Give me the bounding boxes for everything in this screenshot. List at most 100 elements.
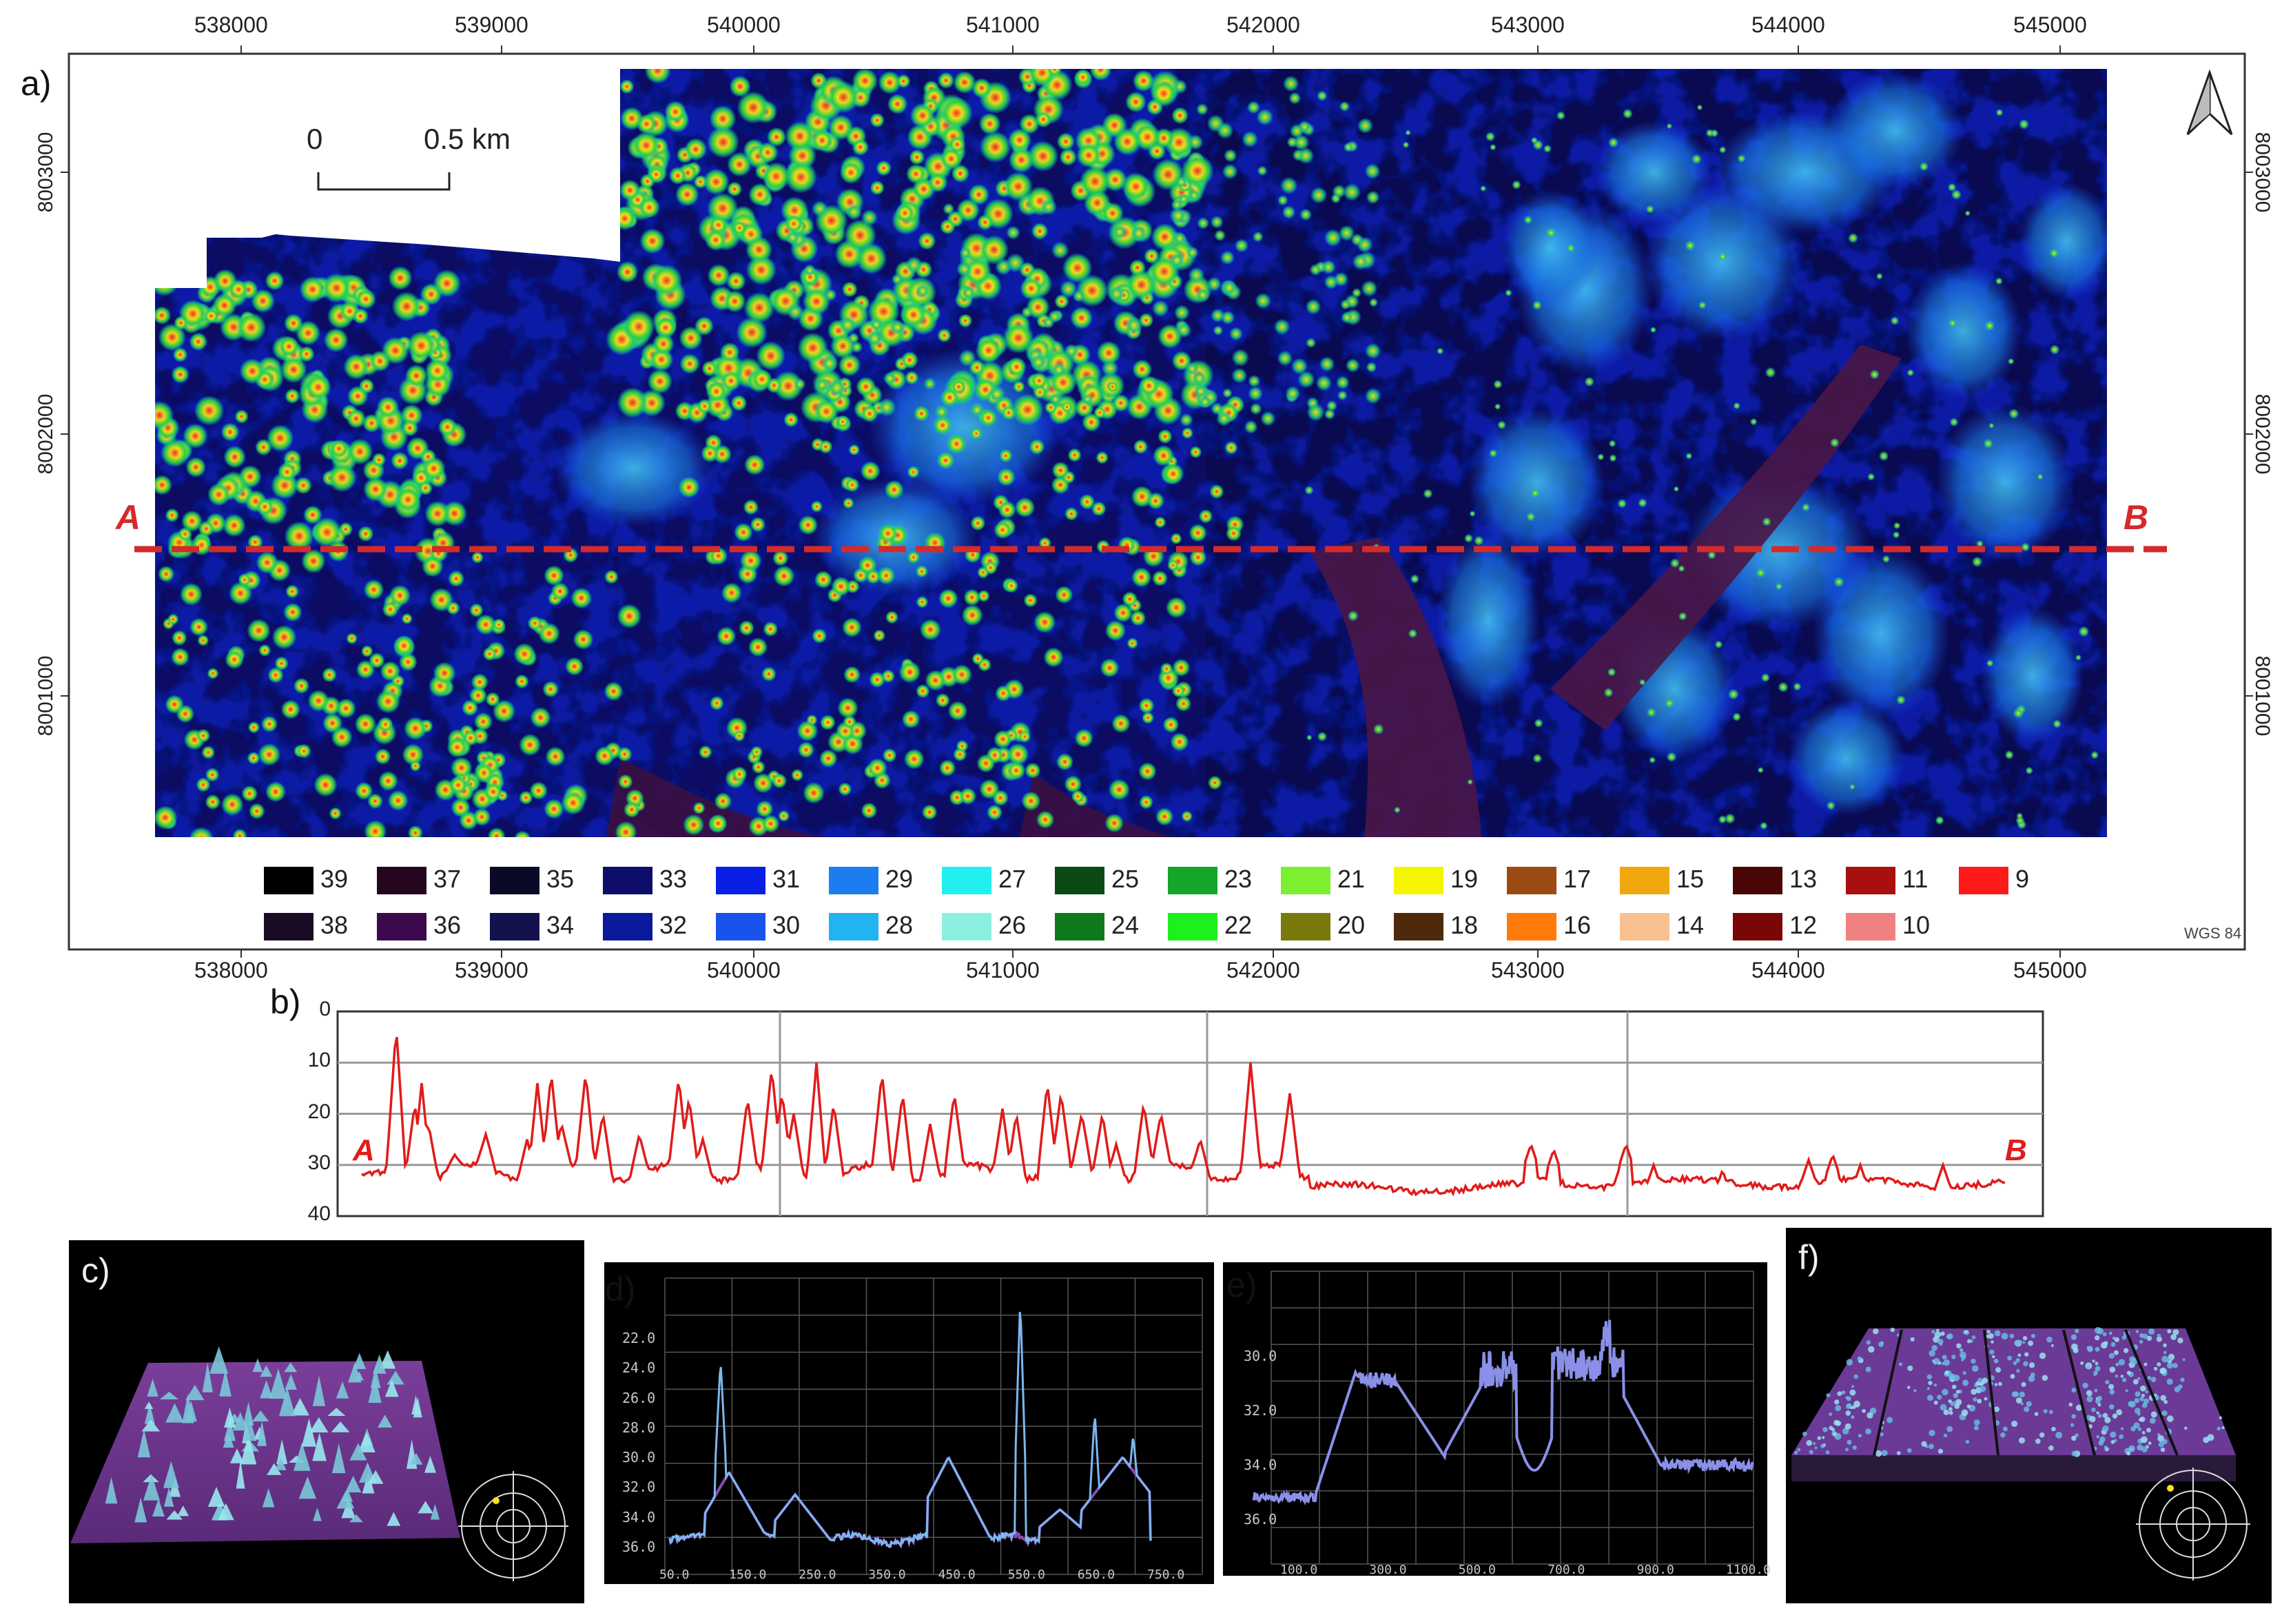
transect-end-label: B [2124,498,2149,537]
legend-swatch [1281,913,1330,941]
legend-label: 28 [885,911,914,939]
map-x-tick-bottom: 541000 [966,958,1040,983]
legend-swatch [716,913,765,941]
legend-label: 18 [1450,911,1479,939]
compass-icon [2136,1468,2250,1581]
profile-series-line [361,1036,2006,1197]
chart-e-y-tick: 32.0 [1244,1402,1277,1419]
panel-label-d: d) [605,1270,636,1308]
chart-d-y-tick: 28.0 [622,1419,656,1436]
map-x-tick-top: 538000 [194,12,268,37]
map-y-tick-left: 8002000 [34,393,57,475]
legend-swatch [829,867,878,894]
chart-d-y-tick: 24.0 [622,1359,656,1377]
legend-swatch [1846,867,1895,894]
map-y-tick-right: 8001000 [2251,655,2274,737]
map-x-tick-bottom: 544000 [1751,958,1825,983]
legend-swatch [264,867,313,894]
legend-label: 20 [1337,911,1366,939]
legend-label: 22 [1224,911,1253,939]
panel-label-c: c) [81,1251,110,1290]
chart-d-x-tick: 650.0 [1077,1568,1115,1582]
legend-swatch [603,913,652,941]
map-x-tick-bottom: 542000 [1226,958,1300,983]
crs-label: WGS 84 [2184,925,2242,942]
legend-label: 23 [1224,865,1253,893]
map-x-tick-top: 542000 [1226,12,1300,37]
legend-swatch [490,867,539,894]
legend-swatch [1168,867,1217,894]
map-x-tick-top: 541000 [966,12,1040,37]
legend-swatch [1620,867,1669,894]
chart-d-y-tick: 26.0 [622,1389,656,1406]
legend-swatch [377,913,426,941]
map-x-tick-bottom: 545000 [2013,958,2087,983]
legend-swatch [1055,913,1104,941]
profile-y-tick: 30 [307,1151,331,1174]
legend-swatch [1281,867,1330,894]
map-y-tick-left: 8003000 [34,132,57,213]
legend-label: 26 [998,911,1027,939]
legend-swatch [377,867,426,894]
chart-e-y-tick: 36.0 [1244,1511,1277,1528]
legend-label: 25 [1111,865,1140,893]
chart-d-x-tick: 750.0 [1147,1568,1185,1582]
chart-e-x-tick: 1100.0 [1726,1563,1771,1577]
legend-swatch [1394,913,1443,941]
map-y-tick-right: 8003000 [2251,132,2274,213]
map-x-axis [240,45,2061,958]
chart-d-x-tick: 150.0 [729,1568,767,1582]
legend-label: 33 [659,865,688,893]
legend-swatch [829,913,878,941]
legend-label: 30 [772,911,801,939]
profile-frame [336,1010,2044,1217]
legend-swatch [264,913,313,941]
legend-label: 16 [1563,911,1592,939]
profile-start-label: A [353,1133,375,1167]
legend-label: 9 [2015,865,2030,893]
scale-bar [317,172,451,191]
map-x-tick-bottom: 543000 [1491,958,1565,983]
legend-label: 32 [659,911,688,939]
profile-y-tick: 40 [307,1202,331,1225]
legend-swatch [1055,867,1104,894]
legend-swatch [716,867,765,894]
compass-icon [458,1471,568,1581]
legend-label: 35 [546,865,575,893]
map-x-tick-bottom: 540000 [707,958,781,983]
legend-label: 24 [1111,911,1140,939]
profile-y-tick: 10 [307,1049,331,1072]
map-x-tick-top: 545000 [2013,12,2087,37]
map-x-tick-top: 544000 [1751,12,1825,37]
chart-d-x-tick: 250.0 [799,1568,836,1582]
map-x-tick-bottom: 539000 [455,958,528,983]
bathymetry-raster [155,69,2107,837]
scale-bar-end: 0.5 km [424,123,511,155]
panel-label-b: b) [270,983,301,1021]
legend-swatch [603,867,652,894]
legend-swatch [1959,867,2008,894]
chart-d-y-tick: 34.0 [622,1508,656,1525]
legend-label: 34 [546,911,575,939]
legend-label: 15 [1676,865,1705,893]
chart-d-y-tick: 32.0 [622,1479,656,1496]
legend-swatch [1846,913,1895,941]
legend-swatch [1733,867,1782,894]
legend-swatch [942,913,991,941]
chart-e-x-tick: 100.0 [1280,1563,1318,1577]
legend-label: 37 [433,865,462,893]
panel-label-e: e) [1226,1266,1257,1304]
profile-y-tick: 20 [307,1100,331,1123]
legend-swatch [1507,867,1556,894]
legend-label: 38 [320,911,349,939]
legend-swatch [1394,867,1443,894]
legend-label: 29 [885,865,914,893]
chart-e-x-tick: 500.0 [1458,1563,1496,1577]
legend-label: 10 [1902,911,1931,939]
panel-label-a: a) [21,64,52,103]
legend-label: 17 [1563,865,1592,893]
chart-d-x-tick: 550.0 [1007,1568,1045,1582]
profile-end-label: B [2005,1133,2027,1167]
chart-e-y-tick: 34.0 [1244,1457,1277,1473]
panel-label-f: f) [1798,1238,1820,1277]
